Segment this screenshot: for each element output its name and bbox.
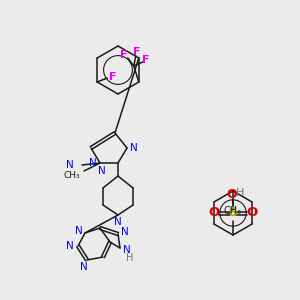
Text: N: N [98, 166, 106, 176]
Text: H: H [126, 253, 134, 263]
Text: F: F [142, 55, 149, 65]
Text: H: H [236, 188, 244, 198]
Text: F: F [120, 50, 127, 60]
Text: N: N [80, 262, 88, 272]
Text: CH₃: CH₃ [224, 206, 242, 216]
Text: S: S [229, 206, 238, 220]
Text: O: O [208, 206, 220, 220]
Text: N: N [66, 241, 74, 251]
Text: N: N [75, 226, 83, 236]
Text: O: O [246, 206, 258, 220]
Text: N: N [123, 245, 131, 255]
Text: N: N [114, 217, 122, 227]
Text: F: F [110, 72, 117, 82]
Text: CH₃: CH₃ [64, 170, 80, 179]
Text: N: N [121, 227, 129, 237]
Text: F: F [133, 47, 140, 57]
Text: N: N [130, 143, 138, 153]
Text: N: N [66, 160, 74, 170]
Text: O: O [227, 188, 237, 202]
Text: N: N [89, 158, 97, 168]
